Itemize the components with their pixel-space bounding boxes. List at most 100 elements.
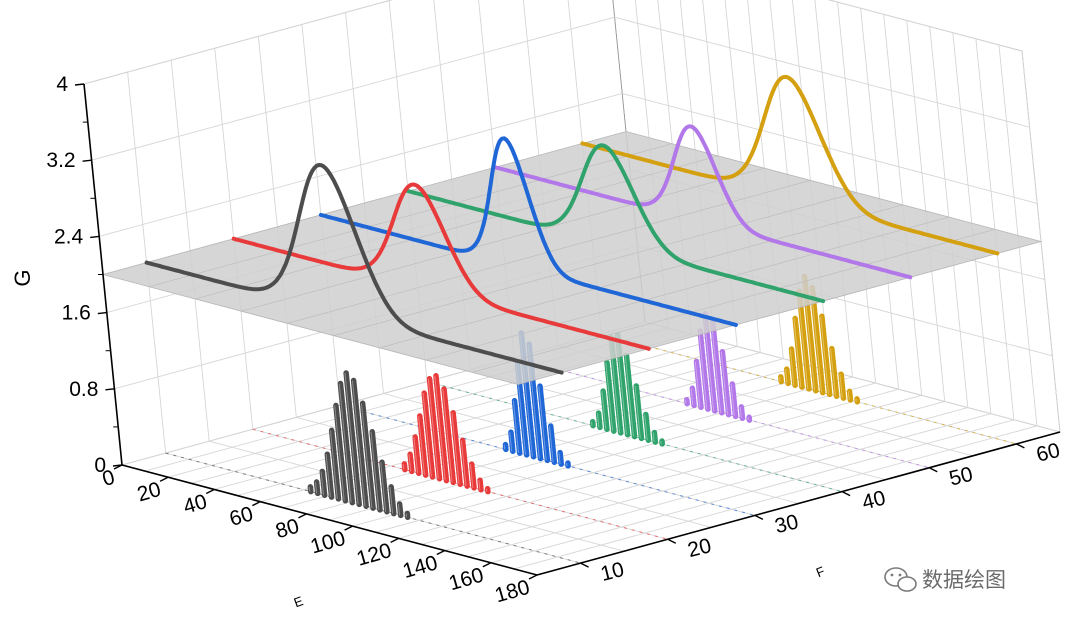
bar-highlight [334, 405, 345, 501]
bar-1-8 [350, 377, 369, 509]
bar-highlight [329, 430, 338, 499]
z-tick [90, 235, 100, 239]
x-tick-label: 60 [227, 502, 256, 531]
bar-1-6 [337, 380, 356, 506]
bar-highlight [509, 432, 513, 452]
x-tick-label: 140 [400, 551, 440, 583]
bar-highlight [601, 391, 607, 430]
z-tick-label: 1.6 [62, 302, 91, 325]
plane-grid [241, 167, 765, 312]
bar-1-13 [396, 501, 404, 519]
curve-series-6 [580, 74, 1000, 256]
curve-series-5 [493, 124, 913, 280]
plane-grid [425, 216, 949, 361]
bar-highlight [549, 426, 554, 463]
bar-3-8 [557, 449, 564, 467]
z-tick [105, 388, 115, 391]
plane-grid [379, 204, 903, 349]
y-axis-line [536, 431, 1061, 576]
plane-grid [471, 228, 995, 373]
z-tick [97, 311, 107, 315]
bar-3-1 [508, 429, 516, 454]
y-tick-label: 10 [598, 558, 626, 586]
bar-highlight [820, 316, 829, 395]
x-axis-title: E [292, 593, 306, 610]
bar-1-1 [313, 479, 321, 497]
bar-1-10 [369, 429, 383, 513]
bar-6-8 [829, 345, 840, 399]
bar-5-3 [697, 328, 711, 412]
bar-highlight [797, 291, 809, 389]
bar-highlight [810, 287, 823, 393]
bar-1-2 [319, 468, 328, 498]
bar-4-3 [604, 359, 617, 434]
bar-2-1 [407, 451, 415, 475]
bar-highlight [698, 330, 708, 410]
bar-highlight [690, 388, 694, 406]
curve-series-4 [406, 143, 826, 304]
bar-2-9 [459, 437, 470, 489]
bar-5-8 [738, 404, 746, 421]
bar-2-2 [412, 434, 422, 476]
y-tick-label: 50 [947, 463, 975, 491]
z-tick [82, 159, 92, 162]
y-tick [1016, 443, 1025, 449]
x-tick-label: 0 [100, 466, 118, 491]
bar-highlight [793, 318, 802, 388]
bar-highlight [314, 481, 318, 494]
bar-6-3 [792, 315, 805, 390]
bar-highlight [389, 486, 394, 514]
bar-6-4 [796, 289, 812, 392]
z-tick-label: 4 [56, 73, 68, 96]
bar-highlight [711, 322, 722, 413]
bar-2-3 [417, 413, 429, 478]
x-tick-label: 180 [492, 576, 532, 608]
bar-1-11 [379, 459, 390, 515]
bar-1-3 [324, 451, 335, 500]
bar-highlight [418, 415, 425, 476]
bar-3-7 [547, 423, 558, 465]
baseline-plane [101, 131, 1043, 385]
bar-3-6 [537, 383, 551, 464]
bar-4-6 [623, 352, 638, 440]
bar-highlight [408, 454, 412, 472]
bar-5-5 [709, 319, 725, 416]
bar-highlight [739, 406, 742, 419]
bar-6-1 [783, 366, 791, 387]
bar-highlight [320, 471, 324, 496]
bar-6-2 [788, 346, 798, 388]
bar-2-11 [477, 477, 484, 493]
bar-highlight [413, 437, 419, 474]
bar-highlight [370, 431, 380, 510]
bar-2-0 [401, 461, 408, 473]
bar-highlight [694, 361, 701, 408]
plane-grid [333, 192, 857, 336]
z-tick [74, 83, 85, 86]
bar-highlight [652, 432, 655, 443]
x-tick [344, 525, 353, 531]
x-tick [252, 501, 261, 507]
bar-highlight [558, 452, 561, 465]
x-tick-label: 80 [273, 515, 302, 544]
bar-1-5 [333, 402, 349, 504]
x-tick-label: 120 [354, 539, 394, 571]
bar-6-10 [846, 388, 854, 403]
bar-highlight [847, 391, 850, 400]
y-axis-title: F [814, 563, 827, 580]
bar-1-7 [343, 370, 362, 508]
x-tick [298, 513, 307, 519]
bar-highlight [427, 378, 439, 479]
x-tick [159, 476, 169, 482]
floor-grid-y [209, 440, 625, 552]
curve-series-1 [144, 163, 564, 375]
z-tick-label: 0.8 [69, 378, 98, 401]
x-tick [113, 464, 123, 470]
bar-2-7 [441, 386, 457, 486]
bar-highlight [380, 462, 387, 512]
bar-4-9 [651, 429, 659, 445]
x-tick [436, 549, 446, 556]
bar-highlight [338, 383, 352, 503]
x-tick-label: 100 [308, 527, 348, 559]
bar-1-12 [388, 484, 397, 517]
bar-highlight [478, 480, 481, 490]
